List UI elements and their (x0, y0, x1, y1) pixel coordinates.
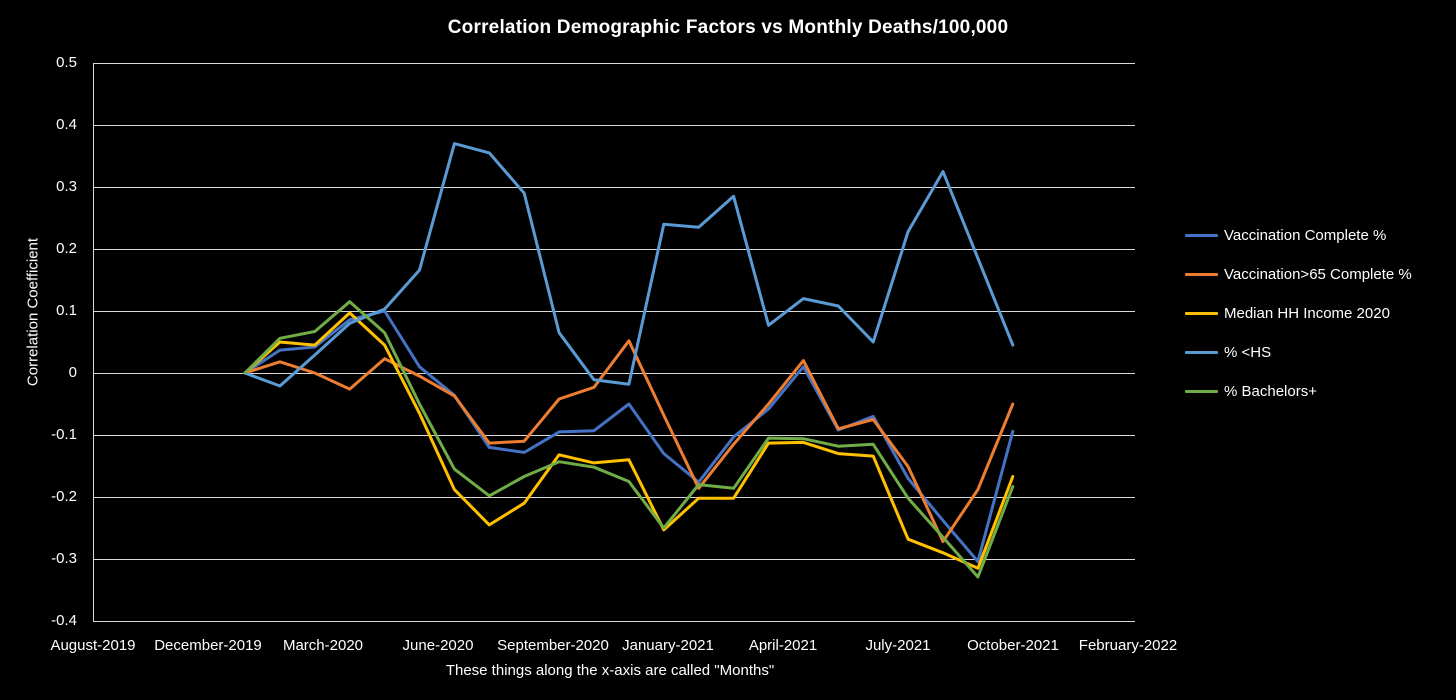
series-line-vaccination-complete- (243, 309, 1015, 563)
legend-label: % Bachelors+ (1224, 383, 1317, 400)
y-axis-tick-label: -0.4 (51, 612, 77, 629)
y-axis-tick-label: 0.4 (56, 116, 77, 133)
x-axis-tick-label: January-2021 (622, 637, 714, 654)
y-axis-tick-label: 0.5 (56, 54, 77, 71)
x-axis-tick-label: February-2022 (1078, 637, 1178, 654)
legend-marker (1185, 234, 1218, 237)
x-axis-tick-label: August-2019 (50, 637, 136, 654)
series-line-vaccination-65-complete- (243, 339, 1015, 544)
legend-item-vaccination-complete-: Vaccination Complete % (1185, 227, 1386, 244)
legend-marker (1185, 273, 1218, 276)
legend-item--hs: % <HS (1185, 344, 1271, 361)
x-axis-tick-label: July-2021 (865, 637, 931, 654)
y-axis-tick-label: 0.2 (56, 240, 77, 257)
y-axis-tick-label: 0.3 (56, 178, 77, 195)
series-line-median-hh-income-2020 (243, 311, 1015, 570)
x-axis-tick-label: March-2020 (282, 637, 364, 654)
x-axis-title: These things along the x-axis are called… (445, 662, 775, 679)
legend-label: Median HH Income 2020 (1224, 305, 1390, 322)
x-axis-tick-label: June-2020 (402, 637, 474, 654)
legend-marker (1185, 351, 1218, 354)
y-axis-tick-label: 0 (68, 364, 77, 381)
legend-label: Vaccination Complete % (1224, 227, 1387, 244)
x-axis-tick-label: December-2019 (154, 637, 262, 654)
y-axis-tick-label: -0.3 (51, 550, 77, 567)
x-axis-tick-label: September-2020 (497, 637, 609, 654)
series-line--hs (243, 142, 1015, 388)
legend-label: Vaccination>65 Complete % (1224, 266, 1412, 283)
legend-item--bachelors-: % Bachelors+ (1185, 383, 1317, 400)
legend-item-vaccination-65-complete-: Vaccination>65 Complete % (1185, 266, 1412, 283)
y-axis-tick-label: -0.2 (51, 488, 77, 505)
chart-title: Correlation Demographic Factors vs Month… (447, 17, 1009, 38)
series-line--bachelors- (243, 300, 1015, 579)
x-axis-tick-label: April-2021 (748, 637, 818, 654)
y-axis-tick-label: 0.1 (56, 302, 77, 319)
legend-item-median-hh-income-2020: Median HH Income 2020 (1185, 305, 1390, 322)
legend-marker (1185, 390, 1218, 393)
legend-marker (1185, 312, 1218, 315)
x-axis-tick-label: October-2021 (967, 637, 1059, 654)
y-axis-tick-label: -0.1 (51, 426, 77, 443)
legend-label: % <HS (1224, 344, 1272, 361)
